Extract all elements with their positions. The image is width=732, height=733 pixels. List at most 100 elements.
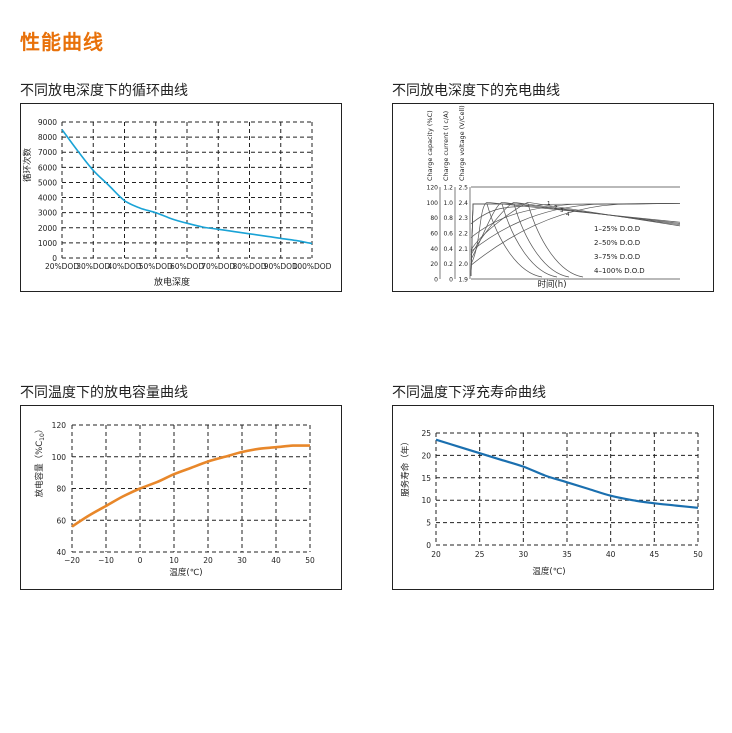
x-axis-label: 温度(℃) — [169, 567, 202, 578]
chart-frame — [20, 405, 342, 590]
y-tick-label: 20 — [421, 451, 431, 460]
legend-entry: 4–100% D.O.D — [594, 267, 645, 275]
curve-number-label: 3 — [560, 208, 564, 214]
chart-frame — [392, 103, 714, 292]
y-tick-label: 9000 — [38, 118, 57, 127]
x-tick-label: 60%DOD — [170, 262, 204, 271]
x-tick-label: 50 — [305, 556, 315, 565]
charge-axis-tick-label: 100 — [427, 200, 439, 207]
curve-number-label: 4 — [566, 212, 570, 218]
y-tick-label: 0 — [52, 254, 57, 263]
charge-axis-tick-label: 2.1 — [458, 246, 468, 253]
y-axis-label: 循环次数 — [22, 148, 33, 183]
y-tick-label: 7000 — [38, 148, 57, 157]
y-tick-label: 0 — [426, 541, 431, 550]
x-tick-label: 70%DOD — [201, 262, 235, 271]
x-tick-label: 0 — [138, 556, 143, 565]
cycle-life-series-line — [61, 129, 313, 245]
y-tick-label: 15 — [421, 474, 431, 483]
float-life-chart-title: 不同温度下浮充寿命曲线 — [392, 385, 546, 401]
charge-axis-label: Charge voltage (V/Cell) — [458, 105, 466, 181]
y-tick-label: 60 — [56, 516, 66, 525]
x-tick-label: 20%DOD — [45, 262, 79, 271]
capacity-series-line — [71, 444, 311, 528]
voltage-curve — [470, 201, 681, 265]
x-tick-label: 40%DOD — [107, 262, 141, 271]
chart-frame — [20, 103, 342, 292]
charge-curve-chart: Charge capacity (%C) Charge current (I c/… — [392, 103, 714, 292]
charge-axis-tick-label: 0.8 — [443, 215, 453, 222]
x-axis-label: 温度(℃) — [532, 566, 565, 577]
charge-axis-tick-label: 0.2 — [443, 261, 453, 268]
legend-entry: 3–75% D.O.D — [594, 253, 640, 261]
page-title: 性能曲线 — [20, 30, 104, 54]
y-axis-label: 放电容量（%C10） — [34, 425, 46, 498]
x-tick-label: 45 — [650, 550, 660, 559]
y-tick-label: 10 — [421, 496, 431, 505]
charge-axis-tick-label: 1.9 — [458, 277, 468, 284]
x-tick-label: 80%DOD — [232, 262, 266, 271]
y-tick-label: 80 — [56, 485, 66, 494]
y-tick-label: 25 — [421, 429, 431, 438]
y-tick-label: 40 — [56, 548, 66, 557]
float-life-chart: 20 25 30 35 40 45 50 0 5 10 15 20 25 温度(℃) 服务寿命（年） — [392, 405, 714, 590]
charge-axis-tick-label: 0 — [434, 277, 438, 284]
voltage-curve — [470, 201, 681, 255]
legend-entry: 2–50% D.O.D — [594, 239, 640, 247]
x-axis-label: 放电深度 — [154, 276, 190, 288]
charge-axis-tick-label: 20 — [430, 261, 438, 268]
x-tick-label: −10 — [98, 556, 114, 565]
y-tick-label: 5 — [426, 519, 431, 528]
y-tick-label: 3000 — [38, 209, 57, 218]
legend-entry: 1–25% D.O.D — [594, 225, 640, 233]
y-tick-label: 2000 — [38, 224, 57, 233]
charge-axis-tick-label: 1.0 — [443, 200, 453, 207]
voltage-curve — [470, 201, 681, 260]
charge-axis-tick-label: 40 — [430, 246, 438, 253]
x-tick-label: 20 — [431, 550, 441, 559]
current-curve — [470, 203, 584, 278]
x-tick-label: 30 — [519, 550, 529, 559]
charge-axis-tick-label: 2.0 — [458, 261, 468, 268]
y-tick-label: 5000 — [38, 178, 57, 187]
x-tick-label: 10 — [169, 556, 179, 565]
charge-axis-tick-label: 60 — [430, 231, 438, 238]
y-tick-label: 6000 — [38, 163, 57, 172]
y-tick-label: 120 — [52, 421, 67, 430]
charge-chart-title: 不同放电深度下的充电曲线 — [392, 83, 560, 99]
x-tick-label: 50%DOD — [139, 262, 173, 271]
capacity-curve — [470, 202, 681, 225]
y-tick-label: 1000 — [38, 239, 57, 248]
charge-axis-label: Charge capacity (%C) — [426, 110, 434, 181]
y-tick-label: 4000 — [38, 194, 57, 203]
charge-axis-tick-label: 80 — [430, 215, 438, 222]
charge-axis-tick-label: 2.5 — [458, 185, 468, 192]
x-axis-label: 时间(h) — [537, 279, 566, 290]
charge-axis-tick-label: 2.2 — [458, 231, 468, 238]
charge-axis-tick-label: 0.4 — [443, 246, 453, 253]
charge-axis-tick-label: 2.4 — [458, 200, 468, 207]
charge-axis-tick-label: 1.2 — [443, 185, 453, 192]
charge-axis-label: Charge current (I c/A) — [442, 111, 450, 181]
curve-number-label: 2 — [554, 205, 558, 211]
y-tick-label: 8000 — [38, 133, 57, 142]
x-tick-label: 90%DOD — [264, 262, 298, 271]
y-axis-label: 服务寿命（年） — [400, 437, 411, 497]
x-tick-label: −20 — [64, 556, 80, 565]
x-tick-label: 20 — [203, 556, 213, 565]
charge-axis-tick-label: 120 — [427, 185, 439, 192]
x-tick-label: 35 — [562, 550, 572, 559]
x-tick-label: 25 — [475, 550, 485, 559]
charge-axis-tick-label: 0.6 — [443, 231, 453, 238]
x-tick-label: 30 — [237, 556, 247, 565]
capacity-curve — [470, 202, 681, 266]
charge-axis-tick-label: 0 — [449, 277, 453, 284]
x-tick-label: 100%DOD — [293, 262, 332, 271]
float-life-series-line — [435, 438, 699, 509]
capacity-curve — [470, 202, 681, 252]
charge-axis-tick-label: 2.3 — [458, 215, 468, 222]
curve-number-label: 1 — [547, 201, 551, 207]
temp-capacity-chart-title: 不同温度下的放电容量曲线 — [20, 385, 188, 401]
y-tick-label: 100 — [52, 453, 67, 462]
x-tick-label: 40 — [606, 550, 616, 559]
